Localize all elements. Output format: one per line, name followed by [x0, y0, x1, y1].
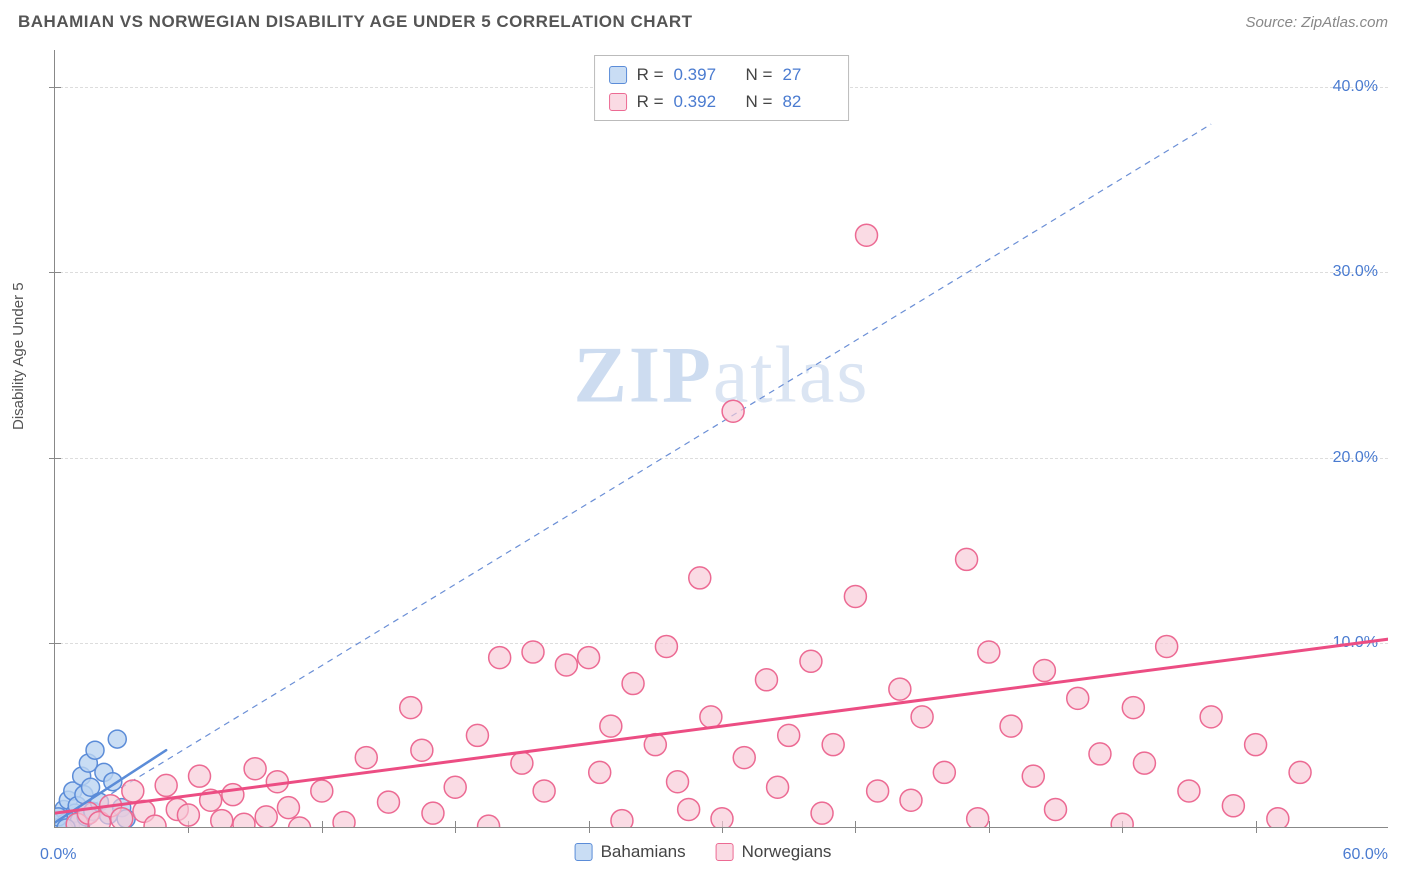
legend-swatch-bahamians: [575, 843, 593, 861]
plot-area: ZIPatlas R = 0.397 N = 27 R = 0.392 N = …: [54, 50, 1388, 828]
x-axis-origin-label: 0.0%: [40, 846, 76, 864]
y-axis-label: Disability Age Under 5: [10, 282, 27, 430]
scatter-chart: [55, 50, 1388, 827]
stats-row-norwegians: R = 0.392 N = 82: [609, 88, 835, 115]
source-label: Source: ZipAtlas.com: [1245, 14, 1388, 31]
legend-swatch-norwegians: [716, 843, 734, 861]
stats-box: R = 0.397 N = 27 R = 0.392 N = 82: [594, 55, 850, 121]
stats-row-bahamians: R = 0.397 N = 27: [609, 61, 835, 88]
legend-item-norwegians: Norwegians: [716, 842, 832, 862]
x-axis-end-label: 60.0%: [1343, 846, 1388, 864]
swatch-norwegians: [609, 93, 627, 111]
swatch-bahamians: [609, 66, 627, 84]
chart-title: BAHAMIAN VS NORWEGIAN DISABILITY AGE UND…: [18, 12, 693, 32]
legend-item-bahamians: Bahamians: [575, 842, 686, 862]
legend: Bahamians Norwegians: [575, 842, 832, 862]
